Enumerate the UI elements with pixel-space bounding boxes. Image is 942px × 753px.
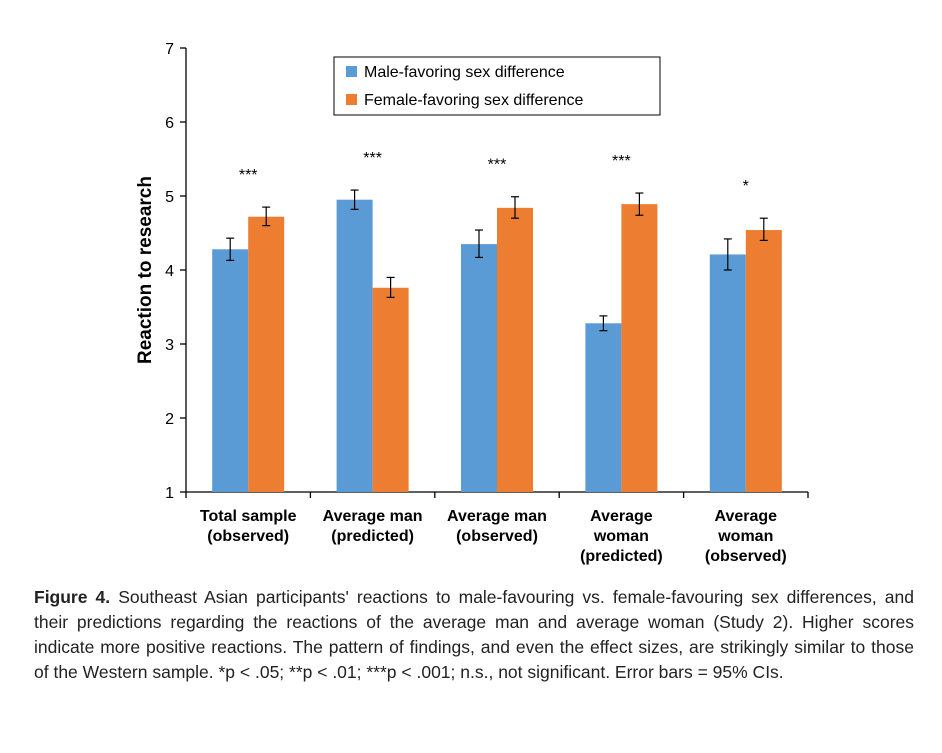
x-tick-label: (observed) <box>456 528 538 545</box>
bar <box>372 287 409 492</box>
x-tick-label: (observed) <box>705 548 787 565</box>
x-tick-label: Average man <box>447 508 547 525</box>
bar <box>461 244 497 492</box>
bar <box>336 199 373 492</box>
bar <box>621 204 658 492</box>
bar <box>212 249 249 492</box>
x-tick-label: (observed) <box>207 528 289 545</box>
bar <box>497 207 533 492</box>
legend-swatch <box>346 66 357 77</box>
bar <box>709 254 746 492</box>
significance-label: *** <box>239 167 258 184</box>
x-tick-label: (predicted) <box>331 528 414 545</box>
x-tick-label: Average <box>715 508 778 525</box>
legend-label: Male-favoring sex difference <box>364 64 565 81</box>
legend-swatch <box>346 94 357 105</box>
y-tick-label: 5 <box>165 189 174 206</box>
y-axis-title: Reaction to research <box>135 176 156 364</box>
x-tick-label: Average man <box>323 508 423 525</box>
bar <box>585 323 622 492</box>
significance-label: *** <box>612 153 631 170</box>
legend-label: Female-favoring sex difference <box>364 92 583 109</box>
significance-label: * <box>743 178 749 195</box>
bar-chart: 1 2 3 4 5 6 7 Reaction to research *** Total samp… <box>135 41 809 565</box>
y-tick-label: 3 <box>165 337 174 354</box>
figure-caption: Figure 4. Southeast Asian participants' … <box>34 585 914 685</box>
x-tick-label: woman <box>593 528 649 545</box>
figure-label: Figure 4. <box>34 587 111 607</box>
significance-label: *** <box>488 157 507 174</box>
y-tick-label: 7 <box>165 41 174 58</box>
bar <box>745 230 782 493</box>
significance-label: *** <box>363 150 382 167</box>
y-tick-label: 2 <box>165 411 174 428</box>
caption-text: Southeast Asian participants' reactions … <box>34 587 914 682</box>
bar <box>248 216 285 492</box>
x-tick-label: Total sample <box>200 508 297 525</box>
x-tick-label: (predicted) <box>580 548 663 565</box>
legend-box <box>333 56 661 116</box>
x-tick-label: Average <box>590 508 653 525</box>
x-tick-label: woman <box>717 528 773 545</box>
y-tick-label: 4 <box>165 263 174 280</box>
y-tick-label: 6 <box>165 115 174 132</box>
y-tick-label: 1 <box>165 485 174 502</box>
